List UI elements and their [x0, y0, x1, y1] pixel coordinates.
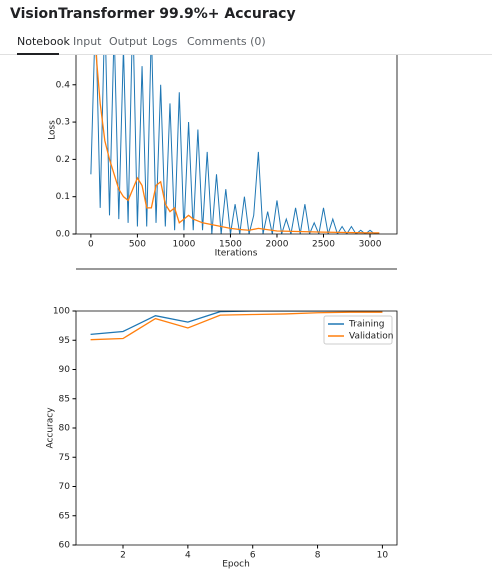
y-axis-label: Loss	[48, 120, 58, 140]
y-axis-label: Accuracy	[46, 407, 56, 449]
plot-area	[90, 40, 380, 234]
y-tick-label: 90	[59, 365, 71, 375]
y-tick-label: 0.0	[56, 230, 71, 240]
x-tick-label: 2	[120, 551, 126, 561]
y-tick-label: 65	[59, 511, 70, 521]
x-tick-label: 4	[185, 551, 191, 561]
x-axis-label: Iterations	[215, 249, 258, 259]
y-tick-label: 100	[53, 307, 70, 317]
y-tick-label: 0.4	[56, 80, 71, 90]
notebook-title: VisionTransformer 99.9%+ Accuracy	[10, 6, 296, 22]
x-tick-label: 6	[250, 551, 256, 561]
x-tick-label: 10	[377, 551, 389, 561]
axes-frame	[75, 310, 398, 546]
y-tick-label: 95	[59, 336, 70, 346]
y-tick-label: 0.3	[56, 118, 70, 128]
y-tick-label: 75	[59, 453, 70, 463]
tab[interactable]: Comments (0)	[187, 35, 266, 48]
tab[interactable]: Input	[73, 35, 102, 48]
tab[interactable]: Logs	[152, 35, 178, 48]
tab[interactable]: Output	[109, 35, 148, 48]
x-tick-label: 1500	[219, 240, 242, 250]
y-tick-label: 80	[59, 424, 71, 434]
tab[interactable]: Notebook	[17, 35, 70, 48]
x-axis-label: Epoch	[222, 560, 250, 570]
header-bg	[0, 0, 492, 55]
legend-label: Training	[348, 320, 385, 330]
legend-label: Validation	[349, 332, 393, 342]
series-line	[90, 311, 383, 341]
y-tick-label: 0.1	[56, 192, 70, 202]
axes-frame	[75, 40, 398, 235]
x-tick-label: 2500	[312, 240, 335, 250]
x-tick-label: 2000	[266, 240, 289, 250]
x-tick-label: 0	[88, 240, 94, 250]
y-tick-label: 0.2	[56, 155, 70, 165]
series-line	[90, 40, 380, 234]
series-line	[94, 47, 380, 234]
legend-box	[323, 315, 393, 345]
x-tick-label: 1000	[172, 240, 195, 250]
y-tick-label: 85	[59, 394, 70, 404]
x-tick-label: 3000	[359, 240, 382, 250]
y-tick-label: 70	[59, 482, 71, 492]
x-tick-label: 500	[129, 240, 146, 250]
x-tick-label: 8	[315, 551, 321, 561]
y-tick-label: 60	[59, 541, 71, 551]
